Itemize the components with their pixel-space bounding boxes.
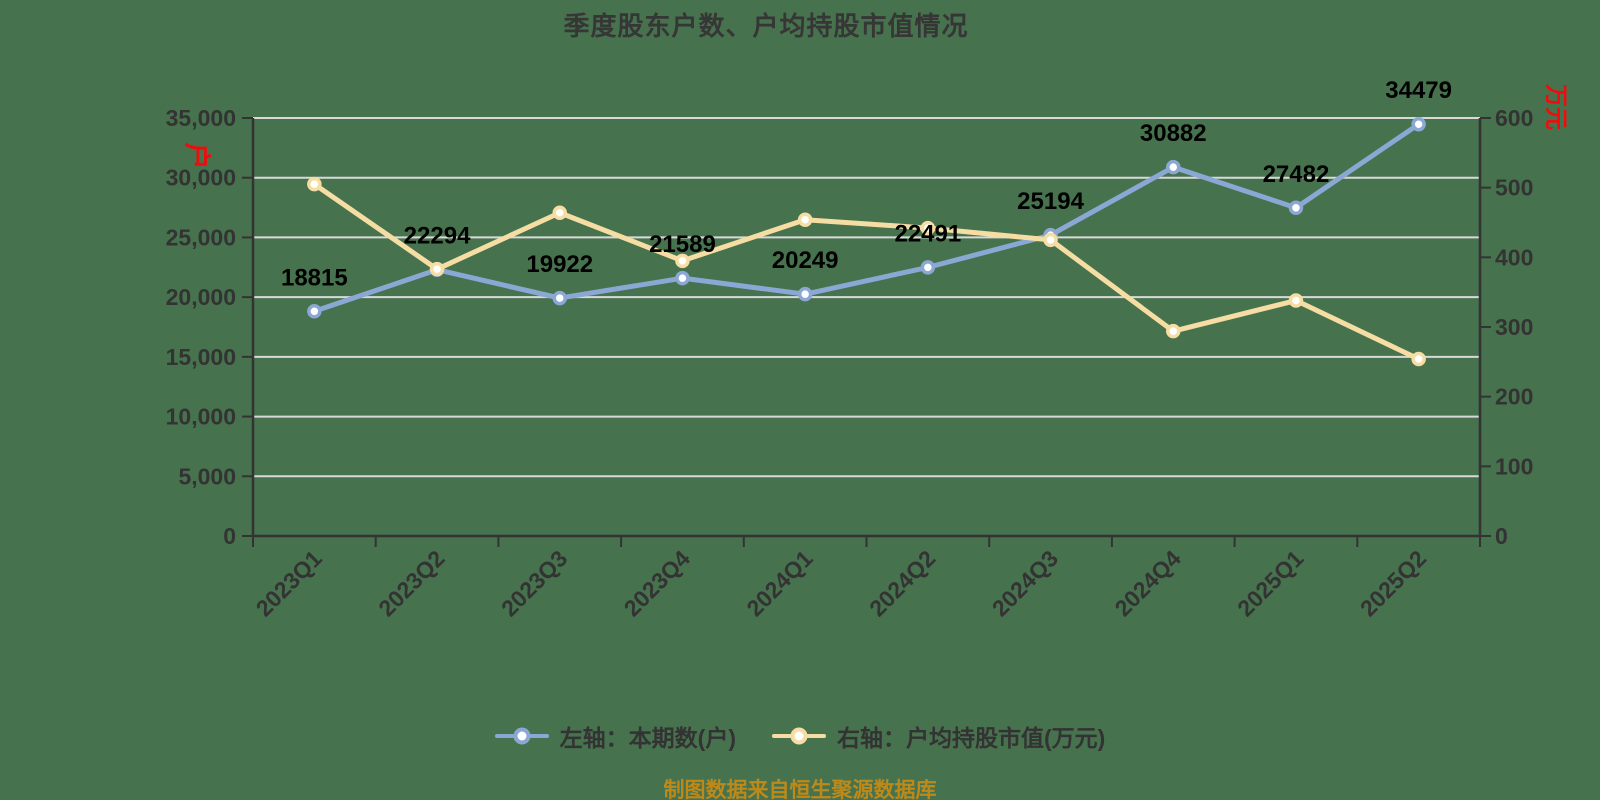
data-point-label: 20249 xyxy=(772,247,839,274)
legend-label-shareholder-count: 左轴：本期数(户) xyxy=(559,725,736,751)
chart-title: 季度股东户数、户均持股市值情况 xyxy=(563,11,969,41)
y-axis-right-label: 600 xyxy=(1495,105,1533,131)
legend-item-shareholder-count[interactable]: 左轴：本期数(户) xyxy=(494,719,736,753)
legend-line-marker-icon xyxy=(772,722,826,750)
y-axis-left-label: 30,000 xyxy=(166,165,236,191)
y-axis-right-label: 300 xyxy=(1495,314,1533,340)
y-axis-left-label: 35,000 xyxy=(166,105,236,131)
legend-line-marker-icon xyxy=(494,722,549,750)
x-axis-label: 2023Q2 xyxy=(373,545,449,621)
x-axis-label: 2023Q4 xyxy=(619,545,695,621)
y-axis-left-label: 0 xyxy=(223,523,236,549)
data-point-label: 27482 xyxy=(1263,161,1330,188)
y-axis-right-label: 500 xyxy=(1495,175,1533,201)
series-line xyxy=(311,181,1422,362)
data-point-label: 19922 xyxy=(526,251,593,278)
data-point-marker xyxy=(920,220,936,236)
y-axis-right-label: 400 xyxy=(1495,244,1533,270)
legend-label-avg-holding-value: 右轴：户均持股市值(万元) xyxy=(837,725,1106,751)
data-point-label: 18815 xyxy=(281,264,348,291)
data-point-marker xyxy=(797,212,813,227)
data-point-label: 34479 xyxy=(1385,77,1452,104)
data-point-marker xyxy=(1043,232,1058,248)
data-point-marker xyxy=(307,176,322,192)
data-point-label: 21589 xyxy=(649,231,716,258)
data-point-marker xyxy=(307,304,322,319)
y-axis-left-label: 5,000 xyxy=(178,463,236,489)
data-point-marker xyxy=(1288,200,1304,216)
y-axis-left-label: 10,000 xyxy=(166,404,236,430)
data-point-marker xyxy=(1411,116,1426,132)
data-source-note: 制图数据来自恒生聚源数据库 xyxy=(663,779,937,800)
x-axis-label: 2023Q1 xyxy=(251,545,327,621)
y-axis-right-label: 200 xyxy=(1495,384,1533,410)
data-point-marker xyxy=(429,261,445,277)
x-axis-label: 2024Q3 xyxy=(987,545,1063,621)
data-point-marker xyxy=(920,260,936,275)
data-point-label: 30882 xyxy=(1140,120,1207,147)
x-axis-label: 2025Q2 xyxy=(1355,545,1431,621)
data-point-marker xyxy=(1166,159,1181,175)
data-point-label: 25194 xyxy=(1017,188,1084,215)
series-line xyxy=(311,121,1422,314)
data-point-marker xyxy=(552,205,567,220)
x-axis-label: 2024Q1 xyxy=(741,545,817,621)
legend-item-avg-holding-value[interactable]: 右轴：户均持股市值(万元) xyxy=(772,719,1105,753)
y-axis-left-label: 20,000 xyxy=(166,284,236,310)
data-point-marker xyxy=(552,290,567,306)
data-point-marker xyxy=(675,253,690,269)
y-axis-left-label: 25,000 xyxy=(166,224,236,250)
y-axis-right-label: 0 xyxy=(1495,523,1508,549)
data-point-label: 22491 xyxy=(894,220,961,247)
y-axis-right-label: 100 xyxy=(1495,453,1533,479)
data-point-marker xyxy=(1166,323,1181,339)
legend: 左轴：本期数(户) 右轴：户均持股市值(万元) xyxy=(0,719,1600,753)
x-axis-label: 2023Q3 xyxy=(496,545,572,621)
data-point-label: 22294 xyxy=(404,223,471,250)
x-axis-label: 2024Q2 xyxy=(864,545,940,621)
data-point-marker xyxy=(675,270,690,286)
data-point-marker xyxy=(1411,351,1426,367)
x-axis-label: 2025Q1 xyxy=(1232,545,1308,621)
y-axis-left-label: 15,000 xyxy=(166,344,236,370)
x-axis-label: 2024Q4 xyxy=(1110,545,1186,621)
data-point-marker xyxy=(797,286,813,302)
data-point-marker xyxy=(1288,293,1304,308)
